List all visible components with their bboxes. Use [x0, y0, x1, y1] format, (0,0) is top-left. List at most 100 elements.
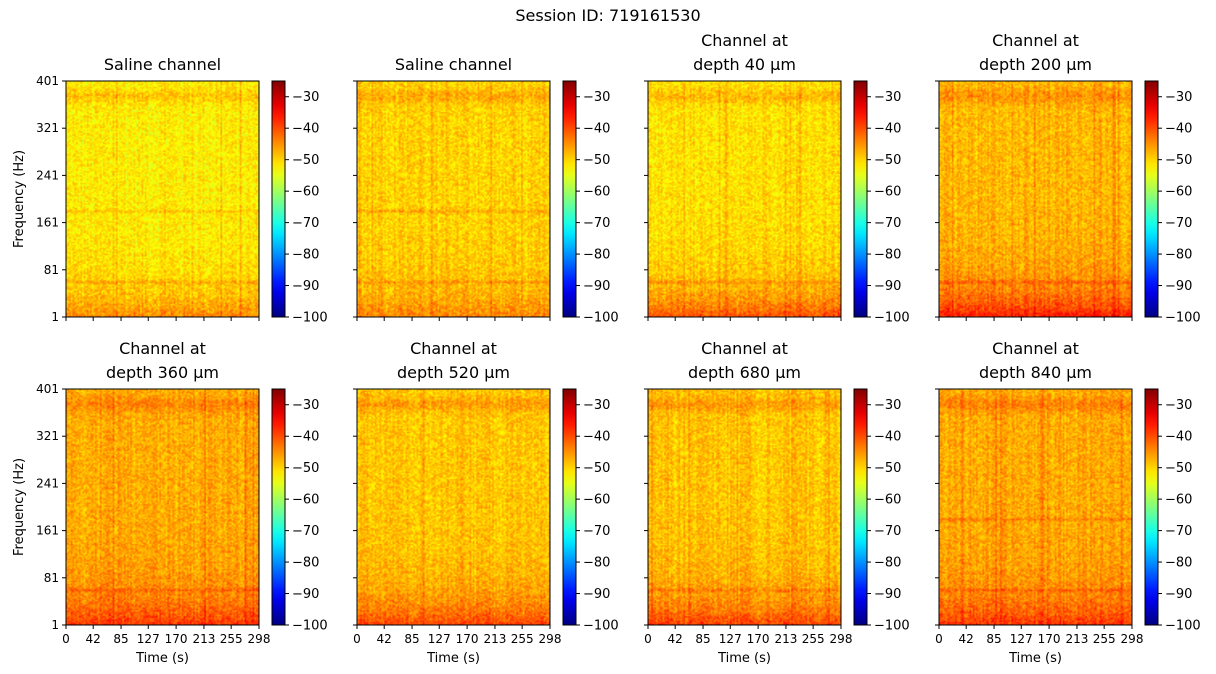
colorbar-tick-label: −80 — [874, 248, 901, 263]
colorbar-tick-label: −30 — [292, 398, 319, 413]
x-tick-label: 42 — [668, 632, 683, 646]
panel-title: Channel at depth 680 μm — [608, 337, 881, 385]
spectrogram-image — [648, 389, 841, 625]
colorbar-tick-label: −80 — [1165, 556, 1192, 571]
colorbar-tick-label: −70 — [292, 216, 319, 231]
x-tick-label: 298 — [248, 632, 271, 646]
x-tick-label: 298 — [1121, 632, 1144, 646]
figure-suptitle: Session ID: 719161530 — [515, 6, 701, 25]
colorbar-tick-label: −30 — [874, 398, 901, 413]
colorbar-tick-label: −60 — [292, 185, 319, 200]
x-tick-label: 85 — [986, 632, 1001, 646]
colorbar-tick-label: −60 — [292, 493, 319, 508]
colorbar-tick-label: −60 — [1165, 493, 1192, 508]
panel-title-line: Channel at — [992, 31, 1079, 50]
colorbar-tick-label: −50 — [1165, 461, 1192, 476]
colorbar-tick-label: −60 — [874, 185, 901, 200]
x-tick-label: 170 — [165, 632, 188, 646]
panel-title-line: depth 520 μm — [396, 363, 511, 382]
x-tick-label: 213 — [192, 632, 215, 646]
colorbar-tick-label: −70 — [583, 216, 610, 231]
colorbar-tick-label: −50 — [292, 153, 319, 168]
colorbar-tick-label: −70 — [1165, 216, 1192, 231]
colorbar-tick-label: −90 — [1165, 587, 1192, 602]
spectrogram-panel: −100 −90 −80 −70 −60 −50 −40 −30 — [935, 80, 1201, 326]
x-tick-label: 42 — [86, 632, 101, 646]
spectrogram-image — [357, 389, 550, 625]
colorbar — [271, 388, 286, 626]
x-tick-label: 0 — [353, 632, 361, 646]
colorbar-tick-label: −80 — [874, 556, 901, 571]
colorbar — [1144, 388, 1159, 626]
spectrogram-panel: −100 −90 −80 −70 −60 −50 −40 −30 — [644, 80, 910, 326]
panel-title: Channel at depth 360 μm — [26, 337, 299, 385]
x-tick-label: 0 — [644, 632, 652, 646]
panel-title-line: Saline channel — [103, 55, 222, 74]
spectrogram-panel: −100 −90 −80 −70 −60 −50 −40 −30 — [353, 80, 619, 326]
spectrogram-panel: 0 42 85 127 170 213 255 298 Time (s) −100 −90 −80 −7… — [935, 388, 1201, 666]
colorbar-tick-label: −70 — [583, 524, 610, 539]
y-tick-label: 401 — [36, 74, 59, 88]
plot-frame — [356, 80, 551, 318]
y-tick-label: 321 — [36, 121, 59, 135]
x-tick-label: 127 — [719, 632, 742, 646]
x-tick-label: 213 — [483, 632, 506, 646]
colorbar-tick-label: −80 — [292, 556, 319, 571]
x-tick-label: 127 — [1010, 632, 1033, 646]
x-tick-label: 42 — [959, 632, 974, 646]
panel-title-line: depth 40 μm — [693, 55, 796, 74]
x-tick-label: 0 — [935, 632, 943, 646]
panel-title: Channel at depth 520 μm — [317, 337, 590, 385]
spectrogram-image — [648, 81, 841, 317]
x-tick-label: 213 — [774, 632, 797, 646]
x-tick-label: 255 — [802, 632, 825, 646]
colorbar-tick-label: −90 — [583, 279, 610, 294]
colorbar-tick-label: −40 — [583, 430, 610, 445]
spectrogram-panel: 1 81 161 241 321 401 Frequency (Hz) −100 −90 −80 −… — [12, 74, 328, 326]
colorbar-tick-label: −70 — [874, 216, 901, 231]
colorbar-tick-label: −100 — [874, 311, 910, 326]
y-axis-label: Frequency (Hz) — [12, 150, 27, 248]
spectrogram-panel: 0 42 85 127 170 213 255 298 Time (s) −100 −90 −80 −7… — [353, 388, 619, 666]
colorbar — [1144, 80, 1159, 318]
colorbar-tick-label: −80 — [583, 248, 610, 263]
y-tick-label: 401 — [36, 382, 59, 396]
x-tick-label: 255 — [1093, 632, 1116, 646]
colorbar-tick-label: −100 — [583, 619, 619, 634]
x-tick-label: 255 — [511, 632, 534, 646]
spectrogram-panel: 0 42 85 127 170 213 255 298 Time (s) −100 −90 −80 −7… — [644, 388, 910, 666]
x-tick-label: 213 — [1065, 632, 1088, 646]
colorbar-tick-label: −70 — [874, 524, 901, 539]
colorbar-tick-label: −60 — [1165, 185, 1192, 200]
y-tick-label: 241 — [36, 476, 59, 490]
plot-frame — [938, 388, 1133, 626]
panel-title-line: depth 360 μm — [105, 363, 220, 382]
colorbar-tick-label: −30 — [1165, 398, 1192, 413]
y-tick-label: 1 — [51, 310, 59, 324]
panel-title-line: depth 840 μm — [978, 363, 1093, 382]
panel-title-line: Saline channel — [394, 55, 513, 74]
y-axis-label: Frequency (Hz) — [12, 458, 27, 556]
y-tick-label: 321 — [36, 429, 59, 443]
colorbar-tick-label: −60 — [874, 493, 901, 508]
x-axis-label: Time (s) — [135, 651, 189, 666]
colorbar-tick-label: −30 — [292, 90, 319, 105]
colorbar — [853, 388, 868, 626]
colorbar-tick-label: −90 — [583, 587, 610, 602]
x-tick-label: 170 — [1038, 632, 1061, 646]
colorbar-tick-label: −60 — [583, 185, 610, 200]
x-tick-label: 170 — [456, 632, 479, 646]
panel-title-line: depth 200 μm — [978, 55, 1093, 74]
colorbar-tick-label: −30 — [1165, 90, 1192, 105]
colorbar-tick-label: −50 — [583, 461, 610, 476]
y-tick-label: 81 — [44, 571, 59, 585]
x-tick-label: 42 — [377, 632, 392, 646]
x-tick-label: 127 — [137, 632, 160, 646]
x-tick-label: 85 — [695, 632, 710, 646]
y-tick-label: 81 — [44, 263, 59, 277]
spectrogram-image — [357, 81, 550, 317]
panel-title-line: Channel at — [701, 31, 788, 50]
y-tick-label: 161 — [36, 524, 59, 538]
plot-frame — [647, 388, 842, 626]
colorbar-tick-label: −90 — [292, 587, 319, 602]
